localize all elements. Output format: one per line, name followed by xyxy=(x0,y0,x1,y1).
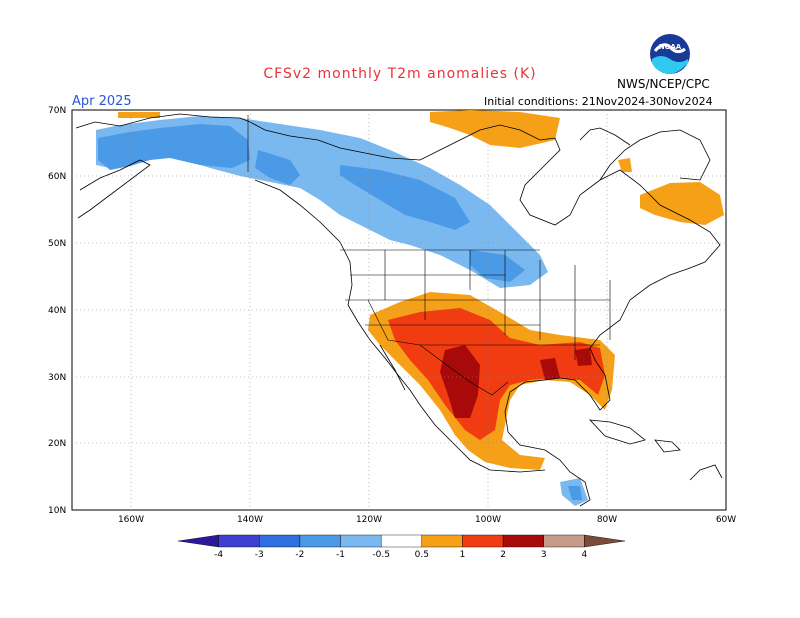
colorbar-label: -2 xyxy=(295,550,304,560)
political-borders xyxy=(247,115,611,396)
colorbar-segment xyxy=(543,534,585,548)
colorbar-segment xyxy=(259,534,301,548)
colorbar-segment xyxy=(502,534,544,548)
lon-label: 120W xyxy=(356,515,382,525)
colorbar-label: 1 xyxy=(460,550,466,560)
colorbar-segment xyxy=(177,534,219,548)
lat-label: 50N xyxy=(48,239,66,249)
coastlines xyxy=(75,113,723,507)
lat-label: 70N xyxy=(48,106,66,116)
warm-anomaly-region xyxy=(118,110,724,470)
colorbar-segment xyxy=(584,534,626,548)
colorbar: -4 -3 -2 -1 -0.5 0.5 1 2 3 4 xyxy=(177,534,626,560)
noaa-logo-icon: NOAA xyxy=(650,34,690,74)
map-title: CFSv2 monthly T2m anomalies (K) xyxy=(263,66,537,82)
lon-label: 140W xyxy=(237,515,263,525)
colorbar-segment xyxy=(299,534,341,548)
colorbar-label: -1 xyxy=(336,550,345,560)
lat-label: 30N xyxy=(48,373,66,383)
lat-label: 20N xyxy=(48,439,66,449)
lon-label: 80W xyxy=(597,515,617,525)
initial-conditions-label: Initial conditions: 21Nov2024-30Nov2024 xyxy=(484,95,713,108)
colorbar-label: 0.5 xyxy=(415,550,429,560)
colorbar-segment xyxy=(462,534,504,548)
colorbar-segment xyxy=(340,534,382,548)
colorbar-label: 3 xyxy=(541,550,547,560)
latitude-labels: 70N 60N 50N 40N 30N 20N 10N xyxy=(48,106,66,516)
lon-label: 60W xyxy=(716,515,736,525)
lat-label: 40N xyxy=(48,306,66,316)
valid-month-label: Apr 2025 xyxy=(72,94,132,109)
colorbar-segment xyxy=(421,534,463,548)
colorbar-segment xyxy=(380,534,423,548)
longitude-labels: 160W 140W 120W 100W 80W 60W xyxy=(118,515,736,525)
cold-anomaly-region xyxy=(96,116,588,506)
colorbar-segment xyxy=(218,534,260,548)
lat-label: 60N xyxy=(48,172,66,182)
colorbar-label: 2 xyxy=(500,550,506,560)
agency-label: NWS/NCEP/CPC xyxy=(617,77,710,91)
lon-label: 100W xyxy=(475,515,501,525)
colorbar-label: -0.5 xyxy=(372,550,390,560)
lat-label: 10N xyxy=(48,506,66,516)
graticule xyxy=(72,110,726,510)
lon-label: 160W xyxy=(118,515,144,525)
colorbar-label: 4 xyxy=(581,550,587,560)
svg-text:NOAA: NOAA xyxy=(659,43,682,51)
colorbar-label: -3 xyxy=(255,550,264,560)
colorbar-label: -4 xyxy=(214,550,223,560)
